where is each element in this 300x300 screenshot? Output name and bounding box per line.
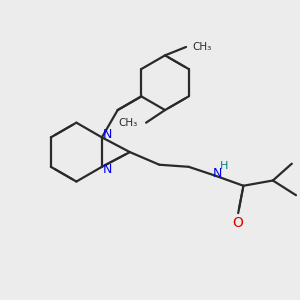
Text: CH₃: CH₃ xyxy=(192,42,212,52)
Text: H: H xyxy=(220,161,229,171)
Text: N: N xyxy=(212,167,222,180)
Text: CH₃: CH₃ xyxy=(118,118,138,128)
Text: N: N xyxy=(103,164,112,176)
Text: O: O xyxy=(233,216,244,230)
Text: N: N xyxy=(103,128,112,141)
